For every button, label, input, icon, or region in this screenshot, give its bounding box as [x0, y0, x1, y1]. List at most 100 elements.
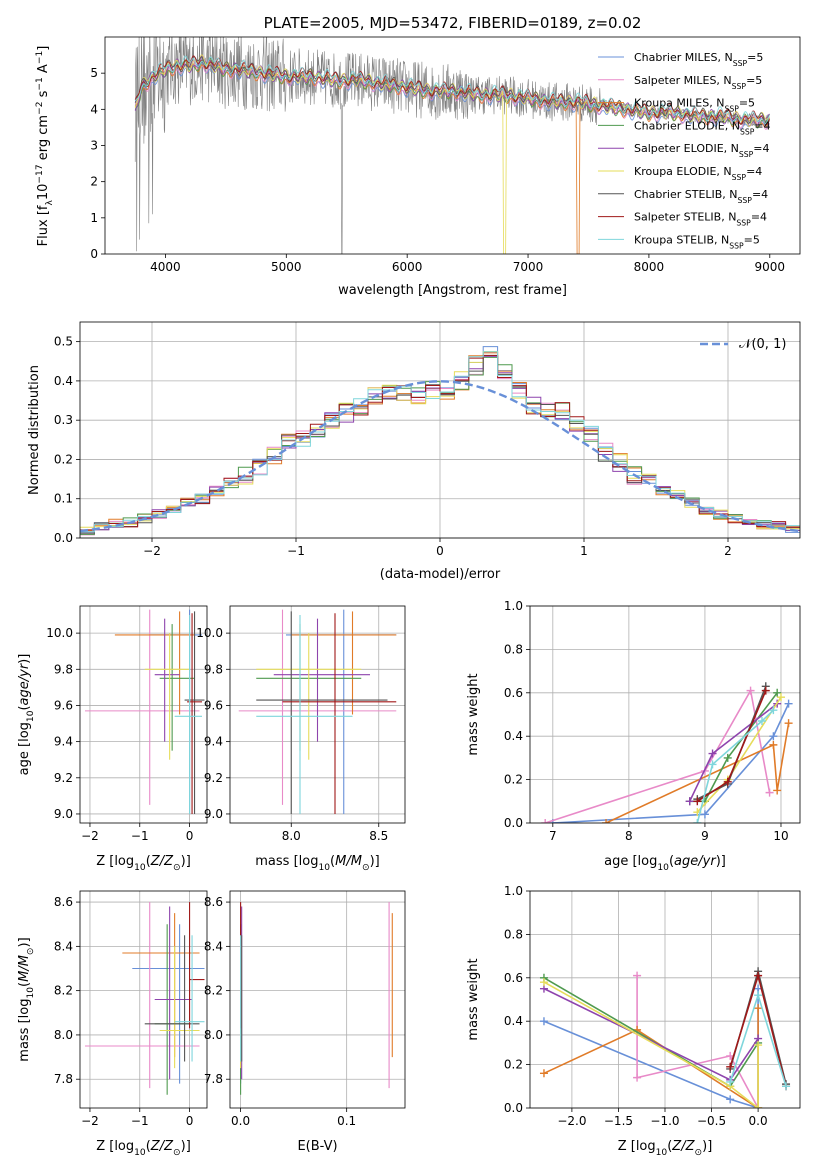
x-tick-label: 0.1 [337, 1114, 356, 1128]
panel-6: −2 −1 0 7.8 8.0 8.2 8.4 8.6 Z [log10(Z/Z⊙)] mass … [17, 890, 208, 1158]
model-spectrum-8 [134, 55, 770, 126]
chart-title: PLATE=2005, MJD=53472, FIBERID=0189, z=0… [264, 14, 642, 32]
x-tick-label: 9 [701, 829, 709, 843]
histogram-9 [80, 351, 800, 538]
weight-marker [769, 732, 778, 741]
weight-marker [776, 693, 785, 702]
weight-marker [769, 706, 778, 715]
y-tick-label: 9.0 [204, 807, 223, 821]
y-tick-label: 2 [90, 175, 98, 189]
weight-marker [539, 978, 548, 987]
y-tick-label: 9.8 [54, 662, 73, 676]
y-tick-label: 8.0 [204, 1028, 223, 1042]
x-tick-label: 10 [773, 829, 788, 843]
legend-entry: Salpeter MILES, NSSP=5 [634, 74, 762, 91]
legend-entry: Chabrier ELODIE, NSSP=4 [634, 119, 771, 136]
y-tick-label: 0.6 [504, 686, 523, 700]
weight-marker [633, 1073, 642, 1082]
y-tick-label: 0.0 [504, 816, 523, 830]
weight-marker [633, 971, 642, 980]
weight-marker [773, 786, 782, 795]
axes-frame [79, 890, 208, 1109]
y-tick-label: 0.4 [504, 729, 523, 743]
x-tick-label: −1 [131, 829, 149, 843]
y-tick-label: 0.3 [54, 413, 73, 427]
x-tick-label: 0 [186, 829, 194, 843]
weight-series-1 [552, 703, 790, 823]
weight-marker [746, 686, 755, 695]
weight-marker [782, 1082, 791, 1091]
weight-marker [784, 719, 793, 728]
legend-entry: Salpeter ELODIE, NSSP=4 [634, 142, 770, 159]
y-tick-label: 9.8 [204, 662, 223, 676]
x-tick-label: 7 [549, 829, 557, 843]
weight-marker [761, 686, 770, 695]
y-tick-label: 0.5 [54, 335, 73, 349]
weight-marker [539, 1017, 548, 1026]
y-tick-label: 8.6 [204, 895, 223, 909]
x-axis-label: Z [log10(Z/Z⊙)] [618, 1139, 713, 1158]
x-tick-label: −0.5 [697, 1114, 726, 1128]
legend-entry: Chabrier MILES, NSSP=5 [634, 51, 763, 68]
weight-marker [754, 1004, 763, 1013]
weight-marker [769, 740, 778, 749]
axes-frame [104, 36, 801, 255]
normal-curve [80, 380, 800, 533]
x-tick-label: 0 [436, 544, 444, 558]
y-axis-label: mass weight [466, 958, 481, 1040]
y-tick-label: 0.8 [504, 642, 523, 656]
legend-entry: Kroupa STELIB, NSSP=5 [634, 233, 760, 250]
error-crosses [238, 609, 397, 814]
axes-frame [529, 605, 801, 824]
panel-5: 7 8 9 10 0.0 0.2 0.4 0.6 0.8 1.0 age [log10(age/yr… [466, 599, 801, 873]
x-tick-label: 8.5 [369, 829, 388, 843]
weight-marker [539, 1069, 548, 1078]
y-tick-label: 7.8 [204, 1072, 223, 1086]
weight-series-2 [544, 688, 771, 823]
y-axis-label: age [log10(age/yr)] [17, 654, 36, 776]
x-axis-label: mass [log10(M/M⊙)] [255, 854, 379, 873]
y-tick-label: 8.2 [204, 984, 223, 998]
weight-marker [726, 1077, 735, 1086]
weight-series-3 [605, 723, 790, 823]
x-tick-label: −1.0 [650, 1114, 679, 1128]
error-crosses [240, 902, 393, 1095]
weight-marker [754, 991, 763, 1000]
x-axis-label: Z [log10(Z/Z⊙)] [96, 1139, 191, 1158]
x-tick-label: 1 [580, 544, 588, 558]
spectrum-lines [134, 37, 770, 254]
y-tick-label: 0.0 [54, 531, 73, 545]
axes-frame [229, 890, 406, 1109]
plot-area [80, 606, 207, 823]
y-tick-label: 0 [90, 247, 98, 261]
weight-marker [708, 749, 717, 758]
x-tick-label: 9000 [755, 260, 786, 274]
y-tick-label: 0.1 [54, 492, 73, 506]
x-tick-label: 6000 [392, 260, 423, 274]
y-tick-label: 0.2 [504, 1058, 523, 1072]
y-tick-label: 1 [90, 211, 98, 225]
y-tick-label: 9.6 [54, 698, 73, 712]
y-tick-label: 4 [90, 102, 98, 116]
x-tick-label: −2.0 [557, 1114, 586, 1128]
axes-frame [229, 605, 406, 824]
legend-entry: 𝒩(0, 1) [739, 337, 786, 352]
legend-entry: Kroupa MILES, NSSP=5 [634, 97, 755, 114]
x-axis-label: age [log10(age/yr)] [604, 854, 726, 873]
weight-marker [693, 797, 702, 806]
x-tick-label: 0 [186, 1114, 194, 1128]
legend-entry: Kroupa ELODIE, NSSP=4 [634, 165, 762, 182]
x-axis-label: (data-model)/error [380, 567, 501, 582]
y-tick-label: 0.2 [54, 452, 73, 466]
y-tick-label: 3 [90, 139, 98, 153]
y-tick-label: 9.0 [54, 807, 73, 821]
weight-marker [693, 819, 702, 823]
x-axis-label: wavelength [Angstrom, rest frame] [338, 283, 567, 298]
y-tick-label: 9.2 [204, 771, 223, 785]
x-tick-label: 5000 [271, 260, 302, 274]
y-axis-label: Flux [fλ10−17 erg cm−2 s−1 A−1] [35, 46, 55, 247]
y-tick-label: 8.2 [54, 984, 73, 998]
x-tick-label: 8.0 [282, 829, 301, 843]
error-crosses [84, 902, 205, 1095]
